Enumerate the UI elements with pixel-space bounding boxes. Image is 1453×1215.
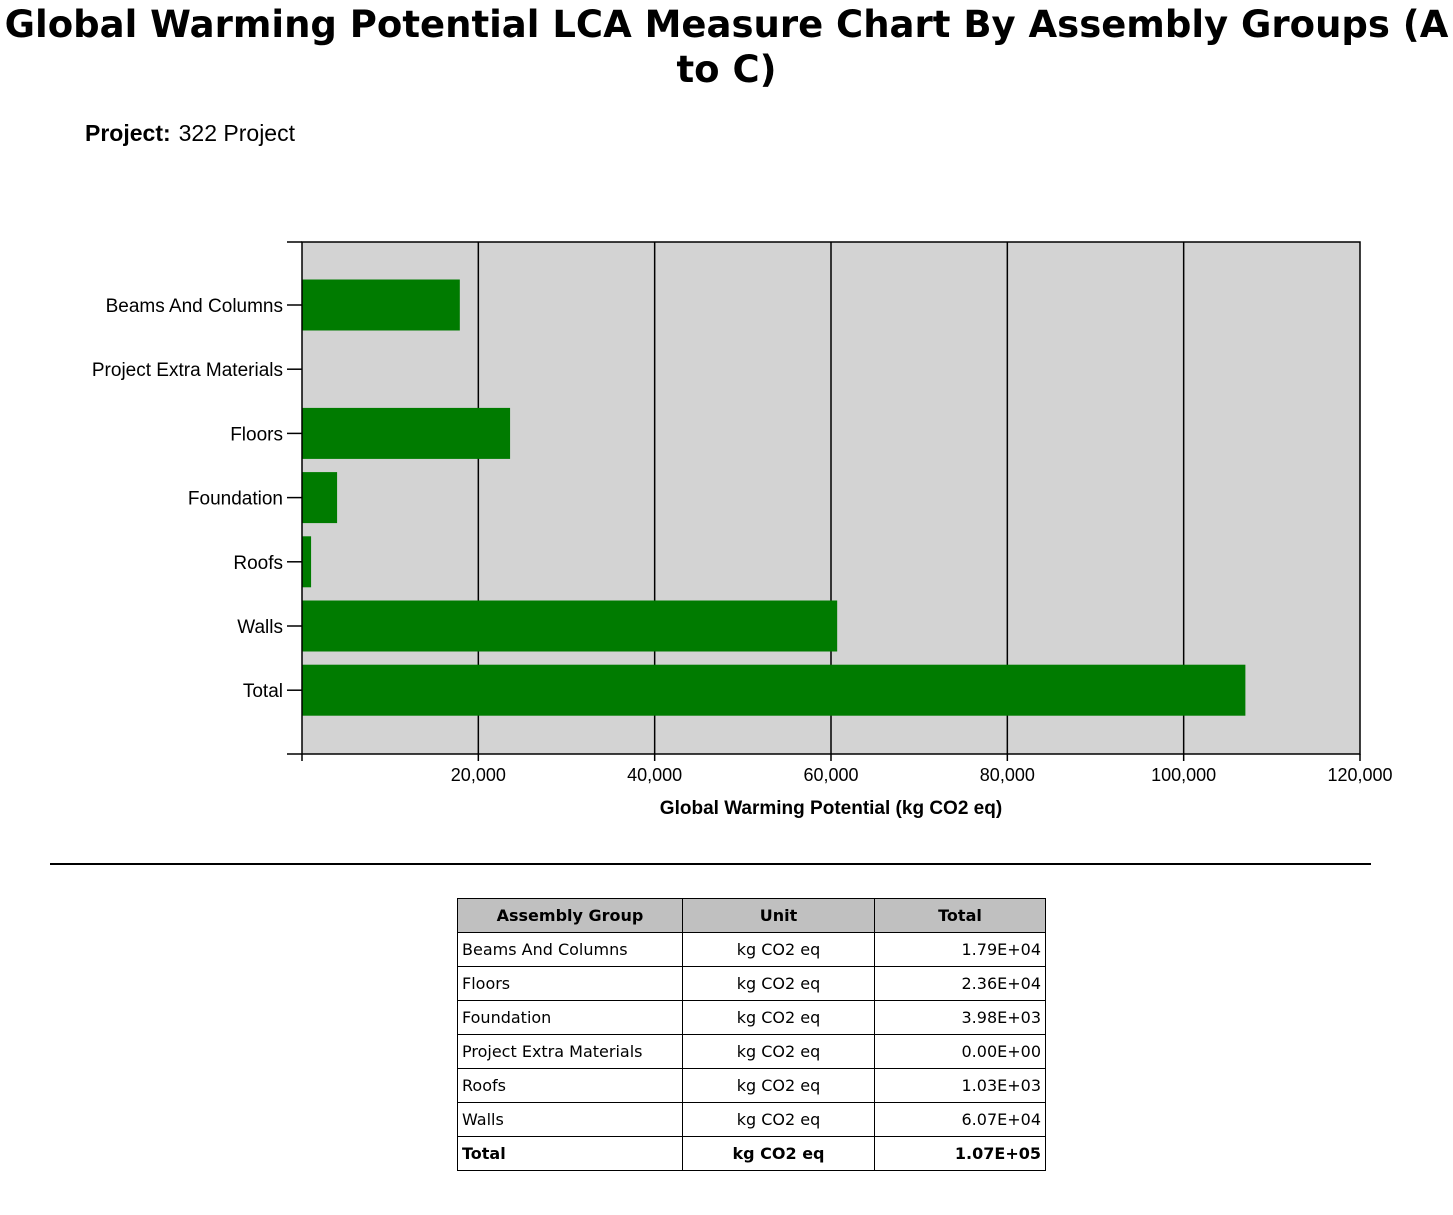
- cell-assembly-group: Total: [457, 1136, 683, 1171]
- table-row: Project Extra Materials kg CO2 eq 0.00E+…: [457, 1034, 1046, 1069]
- axes: Beams And Columns Project Extra Materials…: [92, 241, 1393, 785]
- cell-unit: kg CO2 eq: [682, 1136, 875, 1171]
- bar: [302, 600, 838, 652]
- cell-total: 3.98E+03: [874, 1000, 1046, 1035]
- project-name: 322 Project: [178, 120, 295, 146]
- project-label: Project:: [85, 120, 171, 146]
- bar: [302, 536, 312, 588]
- cell-unit: kg CO2 eq: [682, 932, 875, 967]
- table-row: Foundation kg CO2 eq 3.98E+03: [457, 1000, 1046, 1035]
- x-tick-label: 100,000: [1151, 765, 1216, 785]
- y-tick-label: Roofs: [233, 553, 283, 574]
- header-assembly-group: Assembly Group: [457, 898, 683, 933]
- cell-assembly-group: Foundation: [457, 1000, 683, 1035]
- cell-assembly-group: Project Extra Materials: [457, 1034, 683, 1069]
- table-header-row: Assembly Group Unit Total: [457, 898, 1046, 933]
- y-tick-label: Foundation: [188, 489, 283, 510]
- divider: [50, 863, 1371, 865]
- x-tick-label: 80,000: [980, 765, 1035, 785]
- y-tick-label: Project Extra Materials: [92, 360, 283, 381]
- project-info: Project: 322 Project: [85, 120, 295, 147]
- cell-assembly-group: Walls: [457, 1102, 683, 1137]
- y-tick-label: Floors: [230, 424, 283, 445]
- y-tick-label: Walls: [237, 617, 283, 638]
- cell-assembly-group: Beams And Columns: [457, 932, 683, 967]
- summary-table: Assembly Group Unit Total Beams And Colu…: [457, 898, 1046, 1171]
- bar: [302, 664, 1246, 716]
- table-row: Roofs kg CO2 eq 1.03E+03: [457, 1068, 1046, 1103]
- cell-unit: kg CO2 eq: [682, 1000, 875, 1035]
- cell-total: 2.36E+04: [874, 966, 1046, 1001]
- table-row: Beams And Columns kg CO2 eq 1.79E+04: [457, 932, 1046, 967]
- page-title: Global Warming Potential LCA Measure Cha…: [4, 3, 1449, 91]
- bar: [302, 472, 338, 524]
- cell-total: 1.07E+05: [874, 1136, 1046, 1171]
- header-unit: Unit: [682, 898, 875, 933]
- cell-unit: kg CO2 eq: [682, 1034, 875, 1069]
- y-tick-label: Beams And Columns: [106, 296, 283, 317]
- table-total-row: Total kg CO2 eq 1.07E+05: [457, 1136, 1046, 1171]
- bar: [302, 279, 460, 331]
- cell-unit: kg CO2 eq: [682, 1102, 875, 1137]
- cell-assembly-group: Floors: [457, 966, 683, 1001]
- cell-total: 6.07E+04: [874, 1102, 1046, 1137]
- bar: [302, 407, 511, 459]
- cell-assembly-group: Roofs: [457, 1068, 683, 1103]
- cell-total: 1.79E+04: [874, 932, 1046, 967]
- table-row: Walls kg CO2 eq 6.07E+04: [457, 1102, 1046, 1137]
- bars: [302, 279, 1246, 716]
- cell-unit: kg CO2 eq: [682, 1068, 875, 1103]
- x-tick-label: 120,000: [1327, 765, 1392, 785]
- x-tick-label: 60,000: [803, 765, 858, 785]
- x-tick-label: 20,000: [451, 765, 506, 785]
- cell-unit: kg CO2 eq: [682, 966, 875, 1001]
- x-tick-label: 40,000: [627, 765, 682, 785]
- table-row: Floors kg CO2 eq 2.36E+04: [457, 966, 1046, 1001]
- header-total: Total: [874, 898, 1046, 933]
- cell-total: 0.00E+00: [874, 1034, 1046, 1069]
- x-axis-title: Global Warming Potential (kg CO2 eq): [660, 798, 1002, 819]
- y-tick-label: Total: [243, 681, 283, 702]
- bar-chart: Beams And Columns Project Extra Materials…: [92, 241, 1393, 819]
- cell-total: 1.03E+03: [874, 1068, 1046, 1103]
